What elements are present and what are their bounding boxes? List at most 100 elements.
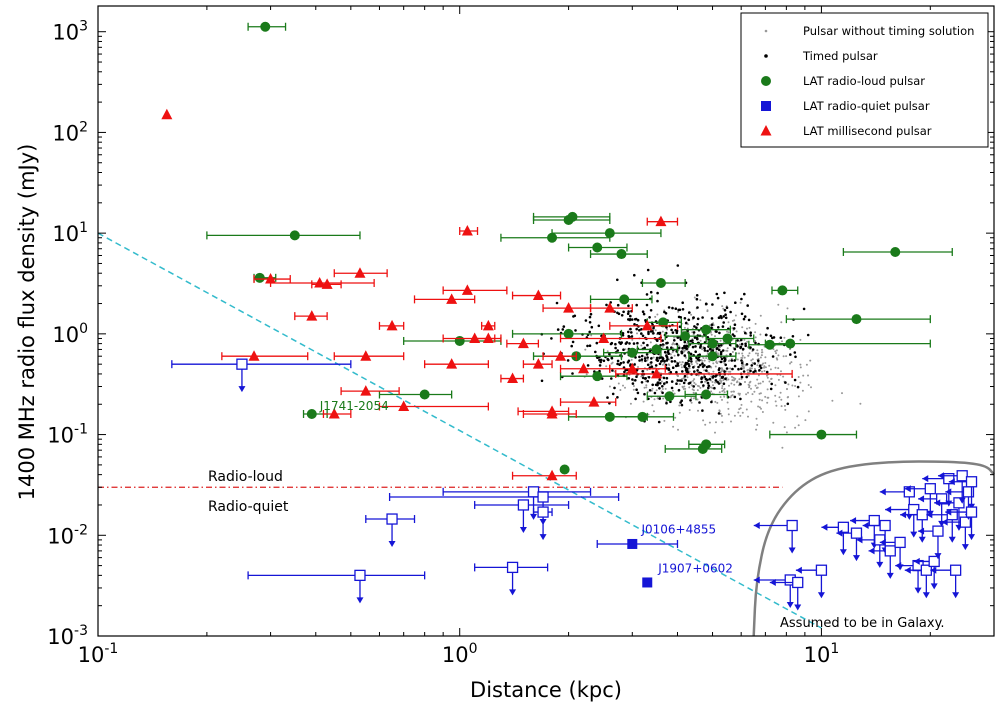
millisecond-pulsar-point <box>588 396 600 407</box>
timed-pulsar-dot <box>692 385 695 388</box>
timed-pulsar-dot <box>719 352 723 356</box>
radio-loud-pulsar-point <box>658 317 669 328</box>
untimed-pulsar-dot <box>775 349 778 352</box>
legend-label: Pulsar without timing solution <box>803 24 974 38</box>
left-arrow-head <box>868 547 875 555</box>
untimed-pulsar-dot <box>710 333 713 336</box>
untimed-pulsar-dot <box>721 360 724 363</box>
untimed-pulsar-dot <box>678 411 681 414</box>
timed-pulsar-dot <box>711 303 714 306</box>
untimed-pulsar-dot <box>774 384 777 387</box>
timed-pulsar-dot <box>611 392 615 396</box>
untimed-pulsar-dot <box>677 375 680 377</box>
radio-loud-pulsar-point <box>651 344 662 355</box>
untimed-pulsar-dot <box>755 387 758 389</box>
timed-pulsar-dot <box>720 376 724 379</box>
untimed-pulsar-dot <box>747 415 749 418</box>
timed-pulsar-dot <box>638 359 641 362</box>
untimed-pulsar-dot <box>632 388 635 391</box>
timed-pulsar-dot <box>634 379 637 382</box>
untimed-pulsar-dot <box>769 368 772 371</box>
timed-pulsar-dot <box>642 312 646 316</box>
timed-pulsar-dot <box>729 310 732 314</box>
timed-pulsar-dot <box>658 382 662 385</box>
timed-pulsar-dot <box>671 331 675 334</box>
timed-pulsar-dot <box>710 326 713 330</box>
timed-pulsar-dot <box>681 370 684 373</box>
timed-pulsar-dot <box>588 330 591 334</box>
untimed-pulsar-dot <box>673 343 676 346</box>
timed-pulsar-dot <box>630 318 634 321</box>
pulsar-name-label: J1907+0602 <box>657 561 733 575</box>
timed-pulsar-dot <box>616 362 619 366</box>
untimed-pulsar-dot <box>688 367 691 370</box>
untimed-pulsar-dot <box>758 398 761 401</box>
untimed-pulsar-dot <box>681 361 684 364</box>
timed-pulsar-dot <box>707 386 710 390</box>
timed-pulsar-dot <box>759 366 763 370</box>
timed-pulsar-dot <box>555 301 559 305</box>
timed-pulsar-dot <box>635 375 638 379</box>
untimed-pulsar-dot <box>733 383 736 386</box>
timed-pulsar-dot <box>791 335 795 338</box>
timed-pulsar-dot <box>676 336 680 339</box>
untimed-pulsar-dot <box>745 408 748 411</box>
untimed-pulsar-dot <box>711 387 714 390</box>
timed-pulsar-dot <box>733 334 736 338</box>
timed-pulsar-dot <box>648 389 652 392</box>
timed-pulsar-dot <box>631 382 635 385</box>
timed-pulsar-dot <box>670 356 673 360</box>
timed-pulsar-dot <box>710 400 713 404</box>
plot-frame <box>97 5 995 637</box>
timed-pulsar-dot <box>607 358 610 362</box>
millisecond-pulsar-point <box>461 284 473 295</box>
timed-pulsar-dot <box>723 291 726 295</box>
untimed-pulsar-dot <box>751 393 754 396</box>
untimed-pulsar-dot <box>754 322 757 325</box>
down-arrow-head <box>958 497 966 504</box>
untimed-pulsar-dot <box>678 320 681 323</box>
radio-loud-pulsar-point <box>816 429 827 440</box>
untimed-pulsar-dot <box>691 331 694 334</box>
timed-pulsar-dot <box>751 348 755 351</box>
timed-pulsar-dot <box>658 356 661 360</box>
timed-pulsar-dot <box>736 339 739 342</box>
timed-pulsar-dot <box>684 366 688 370</box>
timed-pulsar-dot <box>584 319 588 322</box>
untimed-pulsar-dot <box>751 362 754 364</box>
left-arrow-head <box>753 576 760 584</box>
timed-pulsar-dot <box>638 328 641 332</box>
timed-pulsar-dot <box>692 366 695 369</box>
untimed-pulsar-dot <box>734 314 737 317</box>
timed-pulsar-dot <box>691 345 695 349</box>
untimed-pulsar-dot <box>697 374 700 377</box>
radio-loud-pulsar-point <box>722 333 733 344</box>
timed-pulsar-dot <box>753 362 756 365</box>
radio-loud-pulsar-point <box>454 335 465 346</box>
timed-pulsar-dot <box>729 353 732 356</box>
untimed-pulsar-dot <box>757 405 760 408</box>
millisecond-pulsar-point <box>446 293 458 304</box>
millisecond-pulsar-point <box>398 400 410 411</box>
untimed-pulsar-dot <box>802 374 805 377</box>
timed-pulsar-dot <box>629 327 632 331</box>
untimed-pulsar-dot <box>746 340 749 343</box>
timed-pulsar-dot <box>623 370 626 374</box>
untimed-pulsar-dot <box>751 358 754 361</box>
timed-pulsar-dot <box>663 382 666 385</box>
untimed-pulsar-dot <box>678 404 681 407</box>
untimed-pulsar-dot <box>702 357 705 359</box>
timed-pulsar-dot <box>717 348 721 352</box>
untimed-pulsar-dot <box>730 357 733 360</box>
untimed-pulsar-dot <box>732 376 735 379</box>
down-arrow-head <box>817 592 825 599</box>
untimed-pulsar-dot <box>702 419 705 422</box>
millisecond-pulsar-point <box>446 358 458 369</box>
left-arrow-head <box>926 511 933 519</box>
untimed-pulsar-dot <box>695 360 698 363</box>
timed-pulsar-dot <box>698 363 702 367</box>
untimed-pulsar-dot <box>774 350 777 353</box>
timed-pulsar-dot <box>677 346 681 350</box>
timed-pulsar-dot <box>670 386 674 390</box>
timed-pulsar-dot <box>643 357 647 360</box>
